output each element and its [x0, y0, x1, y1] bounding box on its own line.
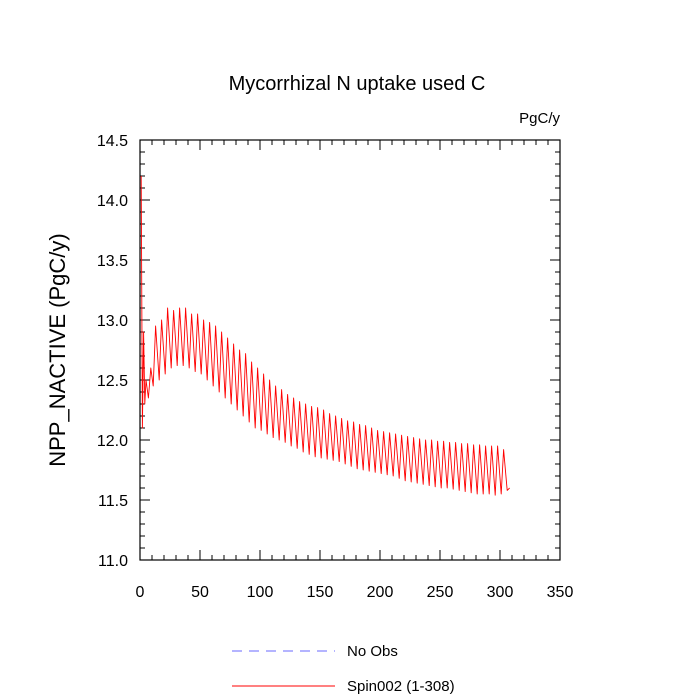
y-tick-label: 12.5 — [97, 373, 128, 390]
y-tick-label: 13.5 — [97, 253, 128, 270]
axis-ticks — [139, 139, 561, 561]
units-label: PgC/y — [519, 110, 560, 127]
axis-tick-labels: 0 50 100 150 200 250 300 350 11.0 11.5 12.0 12.5 13.… — [97, 133, 574, 601]
legend-label-spin002: Spin002 (1-308) — [347, 678, 455, 695]
plot-area: 0 50 100 150 200 250 300 350 11.0 11.5 12.0 12.5 13.… — [97, 133, 574, 601]
x-tick-label: 100 — [247, 584, 274, 601]
series-line-1 — [140, 175, 510, 496]
chart-title: Mycorrhizal N uptake used C — [229, 73, 486, 95]
x-tick-label: 200 — [367, 584, 394, 601]
plot-frame — [139, 139, 561, 561]
x-tick-label: 0 — [136, 584, 145, 601]
series-group — [140, 175, 510, 496]
x-tick-label: 250 — [427, 584, 454, 601]
y-tick-label: 14.0 — [97, 193, 128, 210]
y-tick-label: 14.5 — [97, 133, 128, 150]
y-tick-label: 13.0 — [97, 313, 128, 330]
x-tick-label: 350 — [547, 584, 574, 601]
y-tick-label: 12.0 — [97, 433, 128, 450]
y-axis-label: NPP_NACTIVE (PgC/y) — [45, 233, 70, 467]
x-tick-label: 150 — [307, 584, 334, 601]
y-tick-label: 11.0 — [98, 553, 128, 570]
y-tick-label: 11.5 — [98, 493, 128, 510]
x-tick-label: 50 — [191, 584, 209, 601]
x-tick-label: 300 — [487, 584, 514, 601]
legend: No Obs Spin002 (1-308) — [232, 643, 455, 695]
legend-label-no-obs: No Obs — [347, 643, 398, 660]
